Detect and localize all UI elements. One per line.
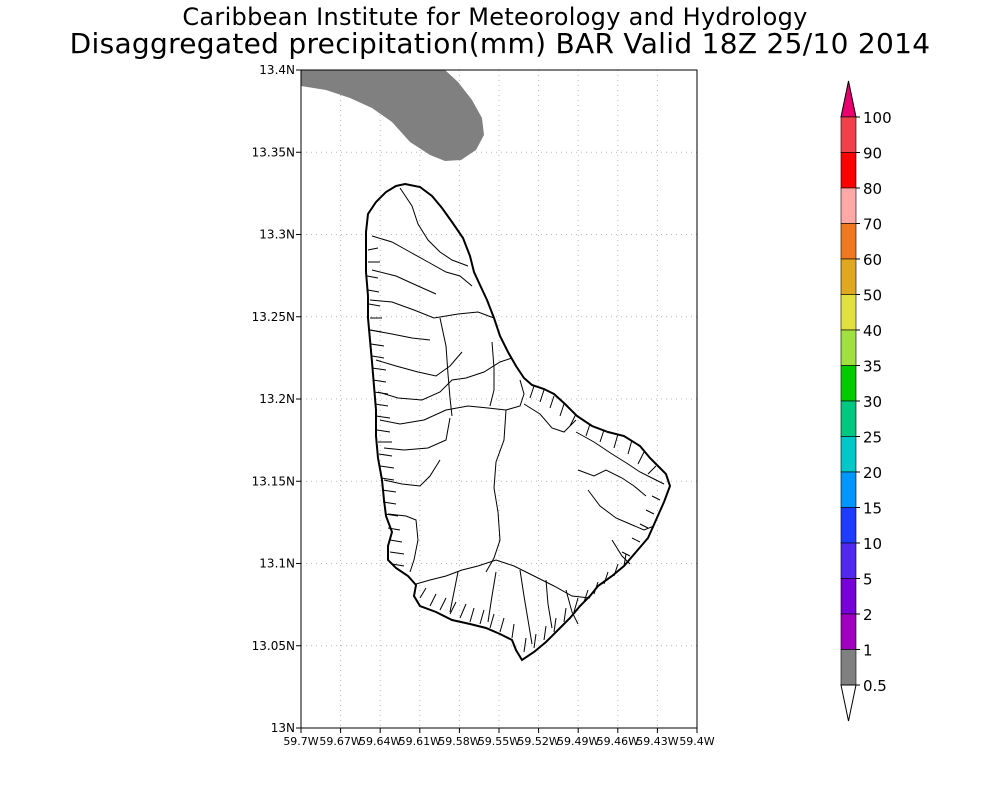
colorbar-label: 1 (863, 642, 873, 660)
lon-tick-label: 59.49W (557, 735, 599, 748)
colorbar-label: 25 (863, 429, 882, 447)
colorbar-swatch (840, 436, 857, 473)
colorbar-swatch (840, 613, 857, 650)
plot-frame (300, 69, 698, 729)
colorbar-swatch (840, 578, 857, 615)
colorbar-label: 35 (863, 358, 882, 376)
colorbar-label: 70 (863, 216, 882, 234)
lon-tick-label: 59.46W (597, 735, 639, 748)
lon-tick-label: 59.64W (359, 735, 401, 748)
colorbar-label: 80 (863, 180, 882, 198)
colorbar-swatch (840, 649, 857, 686)
colorbar-swatch (840, 329, 857, 366)
colorbar-label: 100 (863, 109, 892, 127)
colorbar-label: 90 (863, 145, 882, 163)
lon-tick-label: 59.4W (679, 735, 714, 748)
lat-tick-label: 13.05N (252, 639, 295, 653)
colorbar-swatch (840, 187, 857, 224)
lat-tick-label: 13.15N (252, 474, 295, 488)
colorbar-swatch (840, 116, 857, 153)
colorbar-swatch (840, 400, 857, 437)
colorbar-swatch (840, 542, 857, 579)
colorbar-label: 15 (863, 500, 882, 518)
lon-tick-label: 59.43W (636, 735, 678, 748)
colorbar-swatch (840, 507, 857, 544)
latitude-axis: 13.4N 13.35N 13.3N 13.25N 13.2N 13.15N 13.1N 13… (252, 63, 301, 735)
coastal-gullies (366, 247, 661, 653)
precip-area-shading (301, 70, 484, 161)
colorbar-label: 30 (863, 393, 882, 411)
lat-tick-label: 13.1N (259, 557, 295, 571)
lat-tick-label: 13.35N (252, 145, 295, 159)
lon-tick-label: 59.58W (438, 735, 480, 748)
colorbar-swatch (840, 258, 857, 295)
colorbar-label: 20 (863, 464, 882, 482)
lat-tick-label: 13N (271, 721, 295, 735)
colorbar-swatch (840, 223, 857, 260)
gridlines (301, 70, 697, 728)
colorbar-swatch (840, 294, 857, 331)
lon-tick-label: 59.67W (319, 735, 361, 748)
colorbar-label: 2 (863, 606, 873, 624)
longitude-axis: 59.7W 59.67W59.64W59.61W59.58W59.55W59.52… (283, 728, 715, 748)
lon-tick-label: 59.55W (478, 735, 520, 748)
lon-tick-label: 59.52W (517, 735, 559, 748)
colorbar-swatch (840, 152, 857, 189)
island-outline (365, 182, 672, 662)
colorbar-label: 5 (863, 571, 873, 589)
colorbar-swatch (840, 471, 857, 508)
colorbar-label: 50 (863, 287, 882, 305)
colorbar-label: 10 (863, 535, 882, 553)
institution-title: Caribbean Institute for Meteorology and … (182, 3, 808, 31)
catchment-boundaries (369, 187, 665, 645)
lon-tick-label: 59.61W (399, 735, 441, 748)
map-title: Disaggregated precipitation(mm) BAR Vali… (69, 27, 931, 60)
colorbar-label: 40 (863, 322, 882, 340)
colorbar-bottom-arrow (840, 684, 857, 722)
lat-tick-label: 13.2N (259, 392, 295, 406)
lat-tick-label: 13.25N (252, 310, 295, 324)
colorbar-swatch (840, 365, 857, 402)
colorbar: 100 90 80 70 60 50 40 35 30 25 20 15 10 5 2 1 0.5 (840, 80, 892, 722)
lon-tick-label: 59.7W (283, 735, 318, 748)
colorbar-label: 0.5 (863, 677, 887, 695)
colorbar-top-arrow (840, 80, 857, 118)
colorbar-label: 60 (863, 251, 882, 269)
lat-tick-label: 13.3N (259, 228, 295, 242)
lat-tick-label: 13.4N (259, 63, 295, 77)
